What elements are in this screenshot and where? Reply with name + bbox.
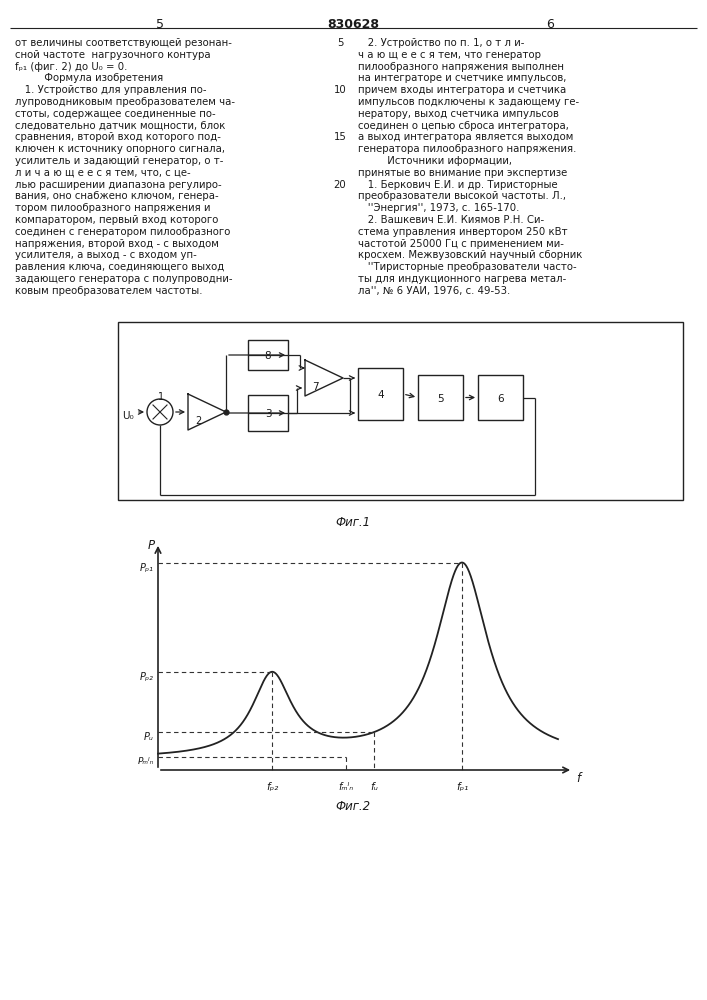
Text: ''Энергия'', 1973, с. 165-170.: ''Энергия'', 1973, с. 165-170.: [358, 203, 520, 213]
Text: причем входы интегратора и счетчика: причем входы интегратора и счетчика: [358, 85, 566, 95]
Text: fₚ₁: fₚ₁: [456, 782, 468, 792]
Text: стоты, содержащее соединенные по-: стоты, содержащее соединенные по-: [15, 109, 216, 119]
Text: Pᵤ: Pᵤ: [144, 732, 154, 742]
Text: усилителя, а выход - с входом уп-: усилителя, а выход - с входом уп-: [15, 250, 197, 260]
Text: ключен к источнику опорного сигнала,: ключен к источнику опорного сигнала,: [15, 144, 225, 154]
Text: 2. Устройство по п. 1, о т л и-: 2. Устройство по п. 1, о т л и-: [358, 38, 525, 48]
Text: 5: 5: [437, 393, 444, 403]
Text: 1. Устройство для управления по-: 1. Устройство для управления по-: [15, 85, 206, 95]
Bar: [358, 368, 403, 420]
Text: fₚ₂: fₚ₂: [266, 782, 278, 792]
Text: 7: 7: [312, 382, 318, 392]
Text: преобразователи высокой частоты. Л.,: преобразователи высокой частоты. Л.,: [358, 191, 566, 201]
Text: сной частоте  нагрузочного контура: сной частоте нагрузочного контура: [15, 50, 211, 60]
Text: сравнения, второй вход которого под-: сравнения, второй вход которого под-: [15, 132, 221, 142]
Text: 15: 15: [334, 132, 346, 142]
Bar: [248, 340, 288, 370]
Text: напряжения, второй вход - с выходом: напряжения, второй вход - с выходом: [15, 239, 219, 249]
Text: ла'', № 6 УАИ, 1976, с. 49-53.: ла'', № 6 УАИ, 1976, с. 49-53.: [358, 286, 510, 296]
Text: нератору, выход счетчика импульсов: нератору, выход счетчика импульсов: [358, 109, 559, 119]
Text: л и ч а ю щ е е с я тем, что, с це-: л и ч а ю щ е е с я тем, что, с це-: [15, 168, 191, 178]
Bar: [248, 395, 288, 431]
Text: 5: 5: [156, 18, 164, 31]
Text: 8: 8: [264, 351, 271, 361]
Text: 1. Беркович Е.И. и др. Тиристорные: 1. Беркович Е.И. и др. Тиристорные: [358, 180, 558, 190]
Text: на интеграторе и счетчике импульсов,: на интеграторе и счетчике импульсов,: [358, 73, 566, 83]
Text: лью расширении диапазона регулиро-: лью расширении диапазона регулиро-: [15, 180, 221, 190]
Text: Формула изобретения: Формула изобретения: [15, 73, 163, 83]
Text: Фиг.1: Фиг.1: [335, 516, 370, 529]
Text: fₚ₁ (фиг. 2) до U₀ = 0.: fₚ₁ (фиг. 2) до U₀ = 0.: [15, 62, 127, 72]
Text: генератора пилообразного напряжения.: генератора пилообразного напряжения.: [358, 144, 576, 154]
Text: Pₚ₁: Pₚ₁: [140, 563, 154, 573]
Bar: [478, 375, 523, 420]
Text: а выход интегратора является выходом: а выход интегратора является выходом: [358, 132, 573, 142]
Text: соединен с генератором пилообразного: соединен с генератором пилообразного: [15, 227, 230, 237]
Text: f: f: [576, 772, 580, 785]
Text: ''Тиристорные преобразователи часто-: ''Тиристорные преобразователи часто-: [358, 262, 577, 272]
Text: усилитель и задающий генератор, о т-: усилитель и задающий генератор, о т-: [15, 156, 223, 166]
Text: Pₘᴵₙ: Pₘᴵₙ: [138, 757, 154, 766]
Text: 5: 5: [337, 38, 344, 48]
Text: 10: 10: [334, 85, 346, 95]
Text: 3: 3: [264, 409, 271, 419]
Text: соединен о цепью сброса интегратора,: соединен о цепью сброса интегратора,: [358, 121, 569, 131]
Text: 2: 2: [195, 416, 201, 426]
Text: 6: 6: [546, 18, 554, 31]
Text: 6: 6: [497, 393, 504, 403]
Text: вания, оно снабжено ключом, генера-: вания, оно снабжено ключом, генера-: [15, 191, 218, 201]
Bar: [418, 375, 463, 420]
Text: ковым преобразователем частоты.: ковым преобразователем частоты.: [15, 286, 202, 296]
Text: стема управления инвертором 250 кВт: стема управления инвертором 250 кВт: [358, 227, 568, 237]
Text: ч а ю щ е е с я тем, что генератор: ч а ю щ е е с я тем, что генератор: [358, 50, 541, 60]
Text: Фиг.2: Фиг.2: [335, 800, 370, 813]
Text: fₘᴵₙ: fₘᴵₙ: [339, 782, 354, 792]
Text: 4: 4: [378, 390, 384, 400]
Text: Pₚ₂: Pₚ₂: [140, 672, 154, 682]
Text: U₀: U₀: [122, 411, 134, 421]
Text: следовательно датчик мощности, блок: следовательно датчик мощности, блок: [15, 121, 226, 131]
Text: импульсов подключены к задающему ге-: импульсов подключены к задающему ге-: [358, 97, 579, 107]
Text: 2. Вашкевич Е.И. Киямов Р.Н. Си-: 2. Вашкевич Е.И. Киямов Р.Н. Си-: [358, 215, 544, 225]
Text: равления ключа, соединяющего выход: равления ключа, соединяющего выход: [15, 262, 224, 272]
Text: тором пилообразного напряжения и: тором пилообразного напряжения и: [15, 203, 211, 213]
Text: 830628: 830628: [327, 18, 379, 31]
Text: принятые во внимание при экспертизе: принятые во внимание при экспертизе: [358, 168, 567, 178]
Text: лупроводниковым преобразователем ча-: лупроводниковым преобразователем ча-: [15, 97, 235, 107]
Text: 1: 1: [158, 392, 164, 402]
Text: пилообразного напряжения выполнен: пилообразного напряжения выполнен: [358, 62, 564, 72]
Text: от величины соответствующей резонан-: от величины соответствующей резонан-: [15, 38, 232, 48]
Text: компаратором, первый вход которого: компаратором, первый вход которого: [15, 215, 218, 225]
Text: задающего генератора с полупроводни-: задающего генератора с полупроводни-: [15, 274, 233, 284]
Text: Источники иформации,: Источники иформации,: [358, 156, 512, 166]
Bar: [118, 322, 683, 500]
Text: ты для индукционного нагрева метал-: ты для индукционного нагрева метал-: [358, 274, 566, 284]
Text: 20: 20: [334, 180, 346, 190]
Text: кросхем. Межвузовский научный сборник: кросхем. Межвузовский научный сборник: [358, 250, 583, 260]
Text: частотой 25000 Гц с применением ми-: частотой 25000 Гц с применением ми-: [358, 239, 564, 249]
Text: fᵤ: fᵤ: [370, 782, 378, 792]
Text: P: P: [148, 539, 155, 552]
